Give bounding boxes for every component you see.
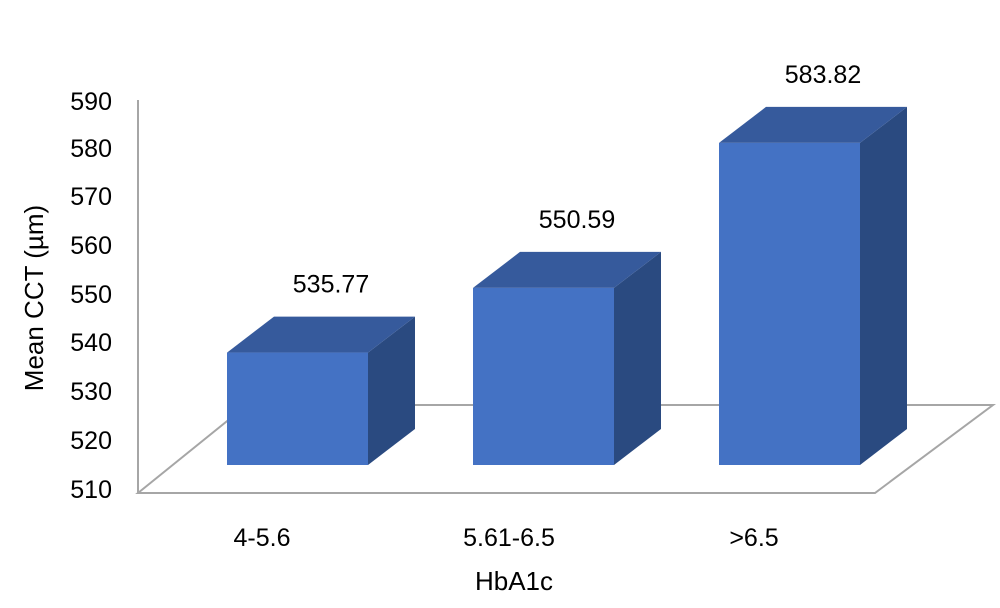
y-tick-label: 590	[70, 88, 112, 116]
bars: 535.77 550.59 583.82	[227, 61, 907, 465]
bar-side	[368, 316, 415, 465]
chart-frame	[135, 100, 997, 494]
bar-top	[473, 251, 661, 288]
bar-side	[860, 106, 907, 465]
x-category-label: >6.5	[729, 524, 778, 552]
bar-value-label: 583.82	[785, 61, 861, 89]
y-tick-label: 520	[70, 427, 112, 455]
bar	[473, 287, 614, 465]
y-tick-label: 510	[70, 476, 112, 504]
x-category-label: 4-5.6	[234, 524, 291, 552]
x-axis-title: HbA1c	[475, 566, 553, 596]
y-tick-labels: 590 580 570 560 550 540 530 520 510	[70, 88, 112, 504]
bar-value-label: 535.77	[293, 271, 369, 299]
y-tick-label: 580	[70, 135, 112, 163]
x-category-label: 5.61-6.5	[463, 524, 555, 552]
y-tick-label: 540	[70, 329, 112, 357]
bar	[719, 142, 860, 465]
bar-top	[227, 316, 415, 353]
y-tick-label: 530	[70, 378, 112, 406]
y-tick-label: 550	[70, 281, 112, 309]
floor-plane	[135, 404, 997, 494]
bar-side	[614, 251, 661, 465]
bar-value-label: 550.59	[539, 206, 615, 234]
y-axis-title: Mean CCT (µm)	[19, 205, 49, 391]
x-category-labels: 4-5.6 5.61-6.5 >6.5	[234, 524, 779, 552]
bar-top	[719, 106, 907, 143]
y-tick-label: 560	[70, 232, 112, 260]
y-tick-label: 570	[70, 183, 112, 211]
bar	[227, 352, 368, 465]
